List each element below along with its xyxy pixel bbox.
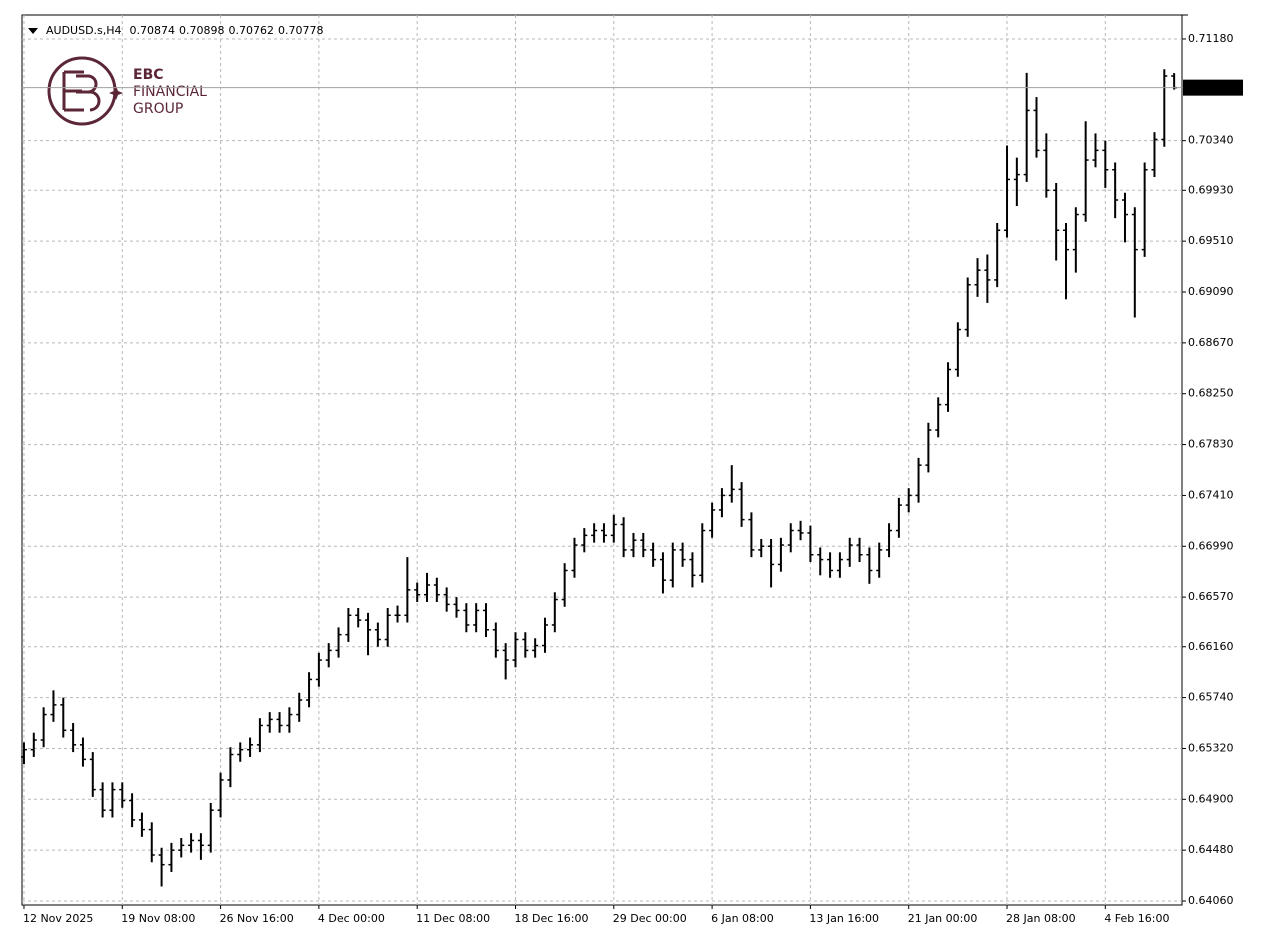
x-tick-label: 4 Dec 00:00 [318,912,385,925]
y-tick-label: 0.70340 [1188,134,1234,147]
price-label-box [1183,79,1243,96]
header-arrow [28,28,38,34]
x-tick-label: 21 Jan 00:00 [908,912,978,925]
y-tick-label: 0.69930 [1188,183,1234,196]
price-label: 0.70778 [1188,81,1238,94]
y-tick-label: 0.64060 [1188,894,1234,907]
y-tick-label: 0.69090 [1188,285,1234,298]
x-tick-label: 4 Feb 16:00 [1104,912,1169,925]
x-tick-label: 28 Jan 08:00 [1006,912,1076,925]
y-tick-label: 0.71180 [1188,32,1234,45]
logo-text: FINANCIAL [133,84,207,100]
ohlc-open: 0.70874 [130,24,176,37]
logo-star [109,86,123,100]
y-tick-label: 0.66160 [1188,640,1234,653]
ohlc-close: 0.70778 [278,24,324,37]
x-tick-label: 11 Dec 08:00 [416,912,490,925]
y-tick-label: 0.64900 [1188,792,1234,805]
x-tick-label: 18 Dec 16:00 [514,912,588,925]
y-tick-label: 0.67830 [1188,438,1234,451]
chart-title: AUDUSD.s,H4 [46,24,122,37]
grid [22,15,1182,905]
y-tick-label: 0.64480 [1188,843,1234,856]
y-tick-label: 0.69510 [1188,234,1234,247]
x-tick-label: 26 Nov 16:00 [220,912,294,925]
bars [20,69,1178,887]
logo-mark [62,70,101,112]
y-tick-label: 0.68250 [1188,387,1234,400]
ohlc-low: 0.70762 [229,24,275,37]
y-tick-label: 0.65320 [1188,741,1234,754]
y-tick-label: 0.65740 [1188,691,1234,704]
x-tick-label: 12 Nov 2025 [23,912,93,925]
logo-text: GROUP [133,101,183,117]
y-tick-label: 0.67410 [1188,488,1234,501]
logo-text: EBC [133,67,164,83]
x-tick-label: 29 Dec 00:00 [613,912,687,925]
x-tick-label: 19 Nov 08:00 [121,912,195,925]
x-tick-label: 6 Jan 08:00 [711,912,774,925]
plot-frame [21,14,1183,906]
logo: EBC FINANCIAL GROUP [47,56,207,126]
y-tick-label: 0.66570 [1188,590,1234,603]
x-tick-label: 13 Jan 16:00 [809,912,879,925]
y-tick-label: 0.68670 [1188,336,1234,349]
ohlc-high: 0.70898 [179,24,225,37]
chart-header: AUDUSD.s,H4 0.70874 0.70898 0.70762 0.70778 [46,24,324,37]
y-tick-label: 0.66990 [1188,539,1234,552]
